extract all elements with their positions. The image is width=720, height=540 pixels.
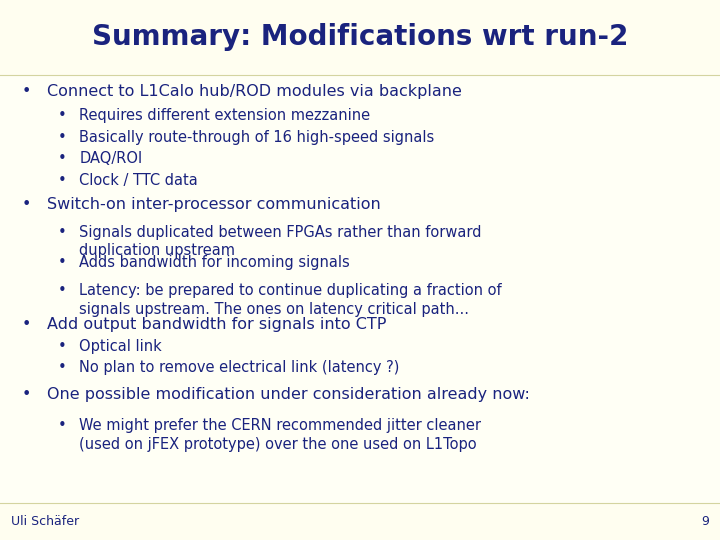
Text: •: • [58,360,66,375]
FancyBboxPatch shape [0,503,720,540]
Text: •: • [58,151,66,166]
Text: •: • [58,225,66,240]
Text: Uli Schäfer: Uli Schäfer [11,515,79,528]
Text: •: • [58,173,66,188]
Text: One possible modification under consideration already now:: One possible modification under consider… [47,387,530,402]
Text: We might prefer the CERN recommended jitter cleaner
(used on jFEX prototype) ove: We might prefer the CERN recommended jit… [79,418,481,451]
FancyBboxPatch shape [0,0,720,75]
Text: •: • [58,108,66,123]
Text: •: • [58,418,66,433]
Text: •: • [58,339,66,354]
Text: •: • [22,197,31,212]
Text: DAQ/ROI: DAQ/ROI [79,151,143,166]
Text: •: • [22,84,31,99]
Text: •: • [58,255,66,271]
Text: Connect to L1Calo hub/ROD modules via backplane: Connect to L1Calo hub/ROD modules via ba… [47,84,462,99]
Text: 9: 9 [701,515,709,528]
Text: •: • [22,387,31,402]
Text: Add output bandwidth for signals into CTP: Add output bandwidth for signals into CT… [47,317,386,332]
Text: Signals duplicated between FPGAs rather than forward
duplication upstream: Signals duplicated between FPGAs rather … [79,225,482,258]
Text: •: • [58,283,66,298]
Text: Latency: be prepared to continue duplicating a fraction of
signals upstream. The: Latency: be prepared to continue duplica… [79,283,502,316]
Text: No plan to remove electrical link (latency ?): No plan to remove electrical link (laten… [79,360,400,375]
Text: Adds bandwidth for incoming signals: Adds bandwidth for incoming signals [79,255,350,271]
Text: •: • [22,317,31,332]
Text: Requires different extension mezzanine: Requires different extension mezzanine [79,108,370,123]
Text: Summary: Modifications wrt run-2: Summary: Modifications wrt run-2 [92,23,628,51]
Text: Clock / TTC data: Clock / TTC data [79,173,198,188]
Text: Basically route-through of 16 high-speed signals: Basically route-through of 16 high-speed… [79,130,434,145]
Text: Switch-on inter-processor communication: Switch-on inter-processor communication [47,197,381,212]
Text: •: • [58,130,66,145]
Text: Optical link: Optical link [79,339,162,354]
